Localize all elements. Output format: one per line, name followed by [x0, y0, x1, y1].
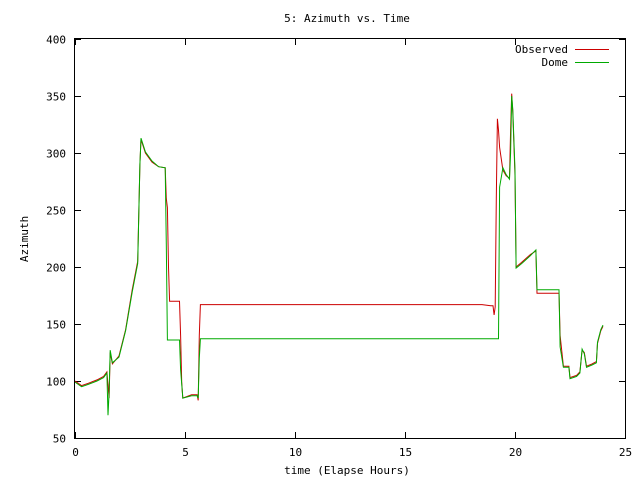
legend-label-observed: Observed — [515, 43, 568, 56]
y-tick-label: 350 — [46, 91, 66, 104]
y-tick-label: 50 — [53, 433, 66, 446]
x-tick-label: 10 — [289, 446, 302, 459]
y-tick-label: 300 — [46, 148, 66, 161]
chart-title: 5: Azimuth vs. Time — [284, 12, 410, 25]
y-tick-label: 200 — [46, 262, 66, 275]
y-axis-label: Azimuth — [18, 216, 31, 262]
x-tick-label: 25 — [619, 446, 632, 459]
x-tick-label: 0 — [72, 446, 79, 459]
x-tick-label: 20 — [509, 446, 522, 459]
y-tick-label: 100 — [46, 376, 66, 389]
axis-ticks: 0 5 10 15 20 25 50 100 150 200 250 300 350 400 — [46, 34, 632, 460]
y-tick-label: 400 — [46, 34, 66, 47]
x-tick-label: 15 — [399, 446, 412, 459]
y-tick-label: 150 — [46, 319, 66, 332]
x-axis-label: time (Elapse Hours) — [284, 464, 410, 477]
series-layer — [74, 93, 604, 416]
legend-label-dome: Dome — [542, 56, 569, 69]
y-tick-label: 250 — [46, 205, 66, 218]
plot-frame — [74, 38, 626, 439]
x-tick-label: 5 — [182, 446, 189, 459]
series-line-dome — [74, 95, 604, 416]
